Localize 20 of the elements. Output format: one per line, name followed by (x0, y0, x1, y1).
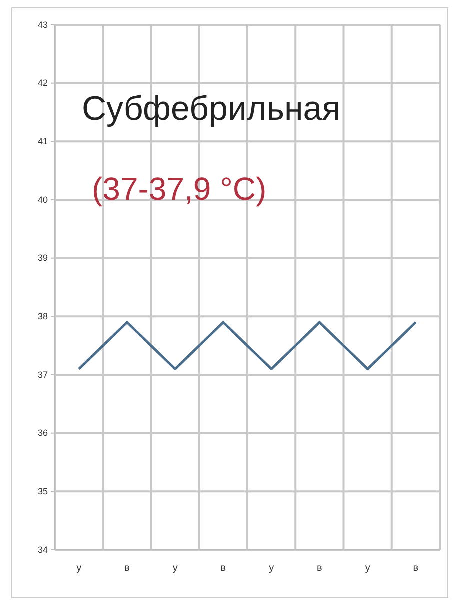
x-tick-label: в (413, 563, 419, 574)
annotation: (37-37,9 °C) (92, 171, 267, 207)
x-tick-label: у (365, 563, 370, 574)
y-tick-label: 43 (38, 20, 48, 30)
y-tick-label: 37 (38, 370, 48, 380)
y-tick-label: 41 (38, 136, 48, 147)
y-tick-label: 40 (38, 194, 48, 205)
y-tick-label: 38 (38, 312, 48, 322)
x-tick-label: в (317, 563, 322, 574)
x-tick-label: у (76, 563, 82, 574)
y-tick-label: 34 (38, 544, 48, 555)
x-tick-label: у (269, 563, 274, 574)
x-tick-label: у (172, 563, 178, 574)
annotation: Субфебрильная (82, 90, 341, 128)
y-tick-label: 36 (38, 428, 48, 438)
y-tick-label: 39 (38, 253, 48, 264)
x-tick-label: в (220, 563, 226, 574)
y-tick-label: 35 (38, 486, 48, 497)
x-tick-label: в (124, 563, 130, 574)
y-tick-label: 42 (38, 78, 48, 88)
